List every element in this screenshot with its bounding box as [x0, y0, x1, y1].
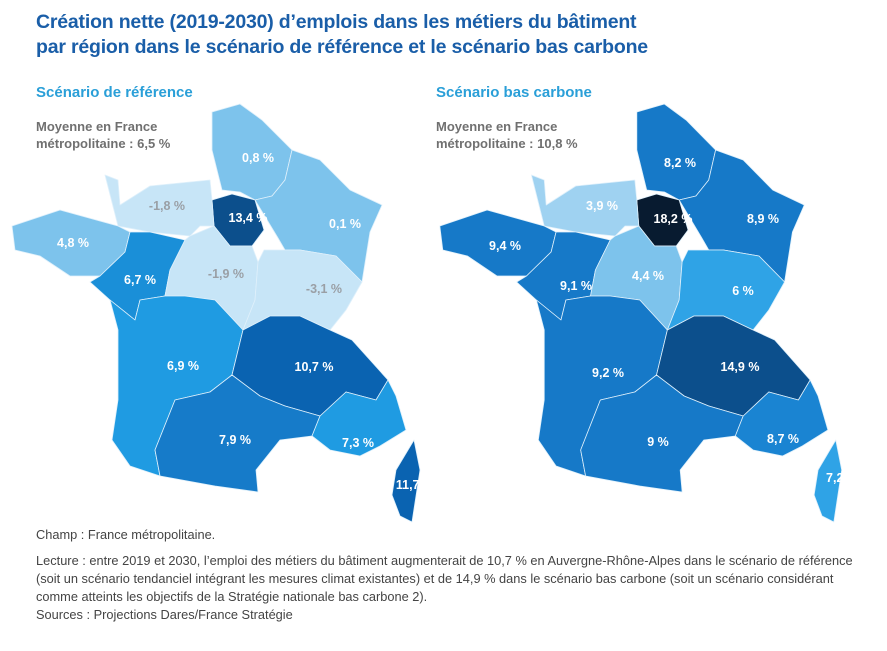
region-shape [734, 379, 829, 457]
footer-lecture: Lecture : entre 2019 et 2030, l’emploi d… [36, 553, 853, 604]
region-value-label: 6,7 % [124, 273, 156, 287]
region-value-label: 6 % [732, 284, 754, 298]
region-value-label: 8,2 % [664, 156, 696, 170]
map-heading-low-carbon: Scénario bas carbone [436, 84, 592, 101]
corsica-region [813, 439, 843, 523]
title-line-1: Création nette (2019-2030) d’emplois dan… [36, 11, 637, 33]
region-shape [154, 374, 321, 493]
region-value-label: 8,9 % [747, 212, 779, 226]
region-value-label: 0,1 % [329, 217, 361, 231]
region-value-label: 4,4 % [632, 269, 664, 283]
region-value-label: 10,7 % [295, 360, 334, 374]
region-value-label: 8,7 % [767, 432, 799, 446]
region-value-label: 3,9 % [586, 199, 618, 213]
region-value-label: 13,4 % [229, 211, 268, 225]
map-reference [11, 103, 421, 523]
region-value-label: 14,9 % [721, 360, 760, 374]
average-reference-line2: métropolitaine : 6,5 % [36, 136, 171, 151]
region-shape [531, 174, 640, 237]
region-value-label: 6,9 % [167, 359, 199, 373]
region-value-label: -1,9 % [208, 267, 244, 281]
footer-champ: Champ : France métropolitaine. [36, 527, 216, 542]
region-value-label: 7,9 % [219, 433, 251, 447]
region-value-label: 11,7 % [396, 478, 434, 492]
region-value-label: 4,8 % [57, 236, 89, 250]
region-value-label: 9,4 % [489, 239, 521, 253]
region-value-label: 7,3 % [342, 436, 374, 450]
region-value-label: -3,1 % [306, 282, 342, 296]
map-heading-reference: Scénario de référence [36, 84, 193, 101]
region-value-label: 0,8 % [242, 151, 274, 165]
average-low-carbon: Moyenne en France métropolitaine : 10,8 … [436, 118, 578, 152]
map-low-carbon [439, 103, 843, 523]
region-shape [580, 374, 744, 493]
figure-title: Création nette (2019-2030) d’emplois dan… [36, 10, 648, 60]
title-line-2: par région dans le scénario de référence… [36, 36, 648, 58]
region-value-label: -1,8 % [149, 199, 185, 213]
region-value-label: 9,2 % [592, 366, 624, 380]
average-low-carbon-line2: métropolitaine : 10,8 % [436, 136, 578, 151]
average-reference-line1: Moyenne en France [36, 119, 158, 134]
map-labels: 0,8 % 0,1 % 13,4 % -1,8 % 4,8 % 6,7 % -1,9 % -3… [57, 151, 858, 492]
region-shape [311, 379, 407, 457]
average-low-carbon-line1: Moyenne en France [436, 119, 558, 134]
region-value-label: 9 % [647, 435, 669, 449]
region-value-label: 7,2 % [826, 471, 858, 485]
corsica-region [391, 439, 421, 523]
average-reference: Moyenne en France métropolitaine : 6,5 % [36, 118, 170, 152]
region-value-label: 18,2 % [654, 212, 693, 226]
region-value-label: 9,1 % [560, 279, 592, 293]
footer-sources: Sources : Projections Dares/France Strat… [36, 607, 293, 622]
region-shape [104, 174, 215, 237]
